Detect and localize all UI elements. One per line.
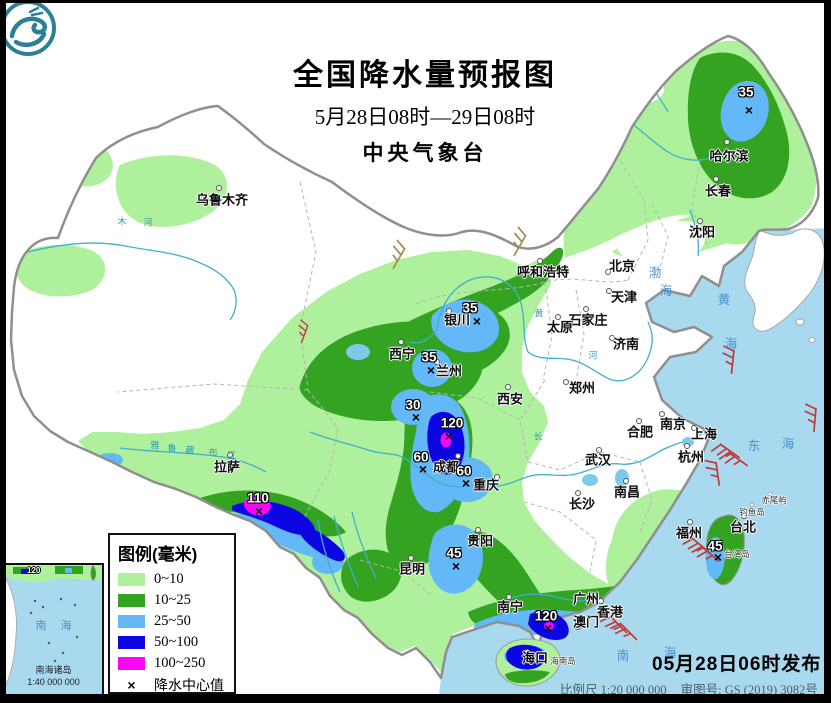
sea-area xyxy=(438,228,831,703)
frame-top xyxy=(0,0,831,3)
legend-item: 25~50 xyxy=(118,611,226,632)
frame-left xyxy=(0,0,6,703)
legend-swatch xyxy=(118,594,145,607)
china-border xyxy=(9,34,820,680)
inset-islands xyxy=(29,597,79,663)
inset-vietnam-coast xyxy=(5,576,17,688)
inset-islands-label: 南海诸岛 xyxy=(35,665,72,675)
south-china-sea-inset: 120 南海 南海诸岛 1:40 000 000 xyxy=(3,563,104,697)
precip-center-marker-label: 降水中心值 xyxy=(154,676,224,693)
legend-range-label: 0~10 xyxy=(154,571,184,587)
legend-range-label: 50~100 xyxy=(154,634,199,650)
map-title: 全国降水量预报图 xyxy=(293,59,557,92)
precip-100-250-coastal xyxy=(544,622,554,630)
legend-item: 0~10 xyxy=(118,569,226,590)
inset-map xyxy=(5,565,102,688)
legend: 图例(毫米) 0~10 10~25 25~50 50~100 100~250 × 降水中… xyxy=(108,533,236,694)
map-approval-number: 审图号: GS (2019) 3082号 xyxy=(680,683,818,697)
legend-range-label: 100~250 xyxy=(154,655,206,671)
legend-swatch xyxy=(118,636,145,649)
frame-bottom xyxy=(0,694,831,703)
legend-item: 100~250 xyxy=(118,653,226,674)
legend-title: 图例(毫米) xyxy=(118,545,198,564)
precip-100-250 xyxy=(243,432,452,516)
legend-range-label: 10~25 xyxy=(154,592,191,608)
island xyxy=(749,503,755,507)
legend-swatch xyxy=(118,615,145,628)
inset-sea-label: 南海 xyxy=(35,620,86,632)
forecast-period: 5月28日08时—29日08时 xyxy=(314,105,536,129)
legend-rows: 0~10 10~25 25~50 50~100 100~250 xyxy=(118,569,226,674)
island xyxy=(808,337,816,343)
inset-precip xyxy=(65,568,72,573)
dry-area xyxy=(616,220,706,264)
inset-precip-value: 120 xyxy=(27,566,41,575)
legend-center-marker-row: × 降水中心值 xyxy=(118,674,226,695)
map-meta: 比例尺 1:20 000 000 审图号: GS (2019) 3082号 xyxy=(560,679,831,698)
precip-center-marker-symbol: × xyxy=(127,676,136,693)
province-borders xyxy=(117,159,709,597)
map-scale: 比例尺 1:20 000 000 xyxy=(560,683,667,697)
rivers xyxy=(27,69,717,603)
island xyxy=(795,318,805,326)
legend-item: 50~100 xyxy=(118,632,226,653)
title-block: 全国降水量预报图 5月28日08时—29日08时 中央气象台 xyxy=(250,50,600,167)
frame-right xyxy=(824,0,831,703)
legend-range-label: 25~50 xyxy=(154,613,191,629)
lakes xyxy=(346,344,694,487)
agency-name: 中央气象台 xyxy=(362,142,488,165)
korea-landmass xyxy=(744,228,825,332)
cma-logo-icon xyxy=(0,0,56,56)
legend-swatch xyxy=(118,573,145,586)
island xyxy=(767,492,773,496)
legend-item: 10~25 xyxy=(118,590,226,611)
inset-taiwan xyxy=(90,565,97,582)
publish-time: 05月28日06时发布 xyxy=(652,654,822,675)
inset-scale: 1:40 000 000 xyxy=(27,677,80,687)
hainan-island xyxy=(495,638,561,687)
inset-precip xyxy=(21,569,30,574)
legend-swatch xyxy=(118,657,145,670)
